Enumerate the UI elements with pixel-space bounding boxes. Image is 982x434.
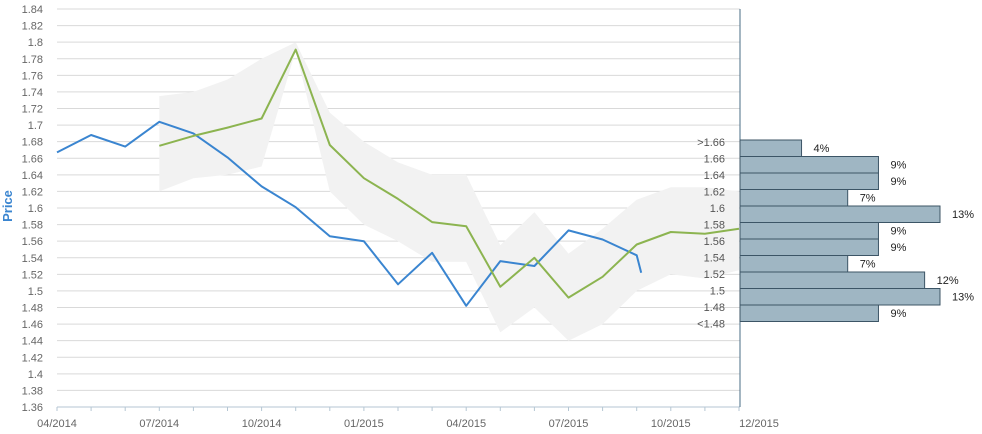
y-tick-label: 1.7 (28, 120, 43, 132)
series-line-1 (56, 120, 643, 307)
histogram-bar (739, 189, 849, 207)
histogram-bar (739, 156, 879, 174)
histogram-percent-label: 9% (890, 176, 906, 188)
x-tick-label: 10/2015 (651, 418, 691, 430)
histogram-bin-label: <1.48 (697, 319, 725, 331)
histogram-bin-label: 1.64 (704, 170, 725, 182)
y-tick-label: 1.74 (22, 87, 43, 99)
y-tick-label: 1.48 (22, 303, 43, 315)
series-layer (56, 48, 740, 307)
histogram-percent-label: 12% (937, 275, 959, 287)
y-tick-label: 1.36 (22, 402, 43, 414)
histogram-layer: >1.66 1.66 1.64 1.62 1.6 1.58 1.56 1.54 1.52 1.5 1… (697, 137, 974, 331)
x-tick-label: 10/2014 (242, 418, 282, 430)
histogram-bar (739, 288, 941, 306)
histogram-bin-label: 1.58 (704, 220, 725, 232)
histogram-bin-label: 1.6 (710, 203, 725, 215)
y-axis-label: Price (0, 190, 15, 222)
histogram-bar (739, 139, 803, 157)
x-tick-label: 12/2015 (739, 418, 779, 430)
x-tick-label: 07/2015 (549, 418, 589, 430)
y-tick-label: 1.84 (22, 4, 43, 16)
forecast-band-layer (159, 42, 740, 341)
y-tick-label: 1.52 (22, 269, 43, 281)
y-tick-label: 1.8 (28, 37, 43, 49)
histogram-percent-label: 9% (890, 308, 906, 320)
y-tick-label: 1.72 (22, 104, 43, 116)
histogram-bar (739, 238, 879, 256)
y-tick-label: 1.46 (22, 319, 43, 331)
histogram-bar (739, 304, 879, 322)
y-tick-label: 1.76 (22, 70, 43, 82)
histogram-percent-label: 4% (814, 143, 830, 155)
histogram-bin-label: 1.66 (704, 154, 725, 166)
histogram-bin-label: 1.56 (704, 236, 725, 248)
histogram-bin-label: >1.66 (697, 137, 725, 149)
histogram-percent-label: 13% (952, 209, 974, 221)
y-tick-label: 1.56 (22, 236, 43, 248)
histogram-bar (739, 271, 926, 289)
histogram-percent-label: 9% (890, 160, 906, 172)
histogram-percent-label: 9% (890, 226, 906, 238)
y-tick-label: 1.44 (22, 336, 43, 348)
axis-layer: 1.84 1.82 1.8 1.78 1.76 1.74 1.72 1.7 1.68 1.66 1.… (22, 4, 779, 430)
y-tick-label: 1.42 (22, 352, 43, 364)
x-tick-label: 01/2015 (344, 418, 384, 430)
histogram-bin-label: 1.54 (704, 253, 725, 265)
y-tick-label: 1.38 (22, 385, 43, 397)
y-tick-label: 1.54 (22, 253, 43, 265)
histogram-percent-label: 7% (860, 259, 876, 271)
x-tick-label: 04/2014 (37, 418, 77, 430)
y-tick-label: 1.66 (22, 153, 43, 165)
y-tick-label: 1.82 (22, 21, 43, 33)
histogram-bar (739, 205, 941, 223)
x-tick-label: 04/2015 (446, 418, 486, 430)
y-tick-label: 1.68 (22, 137, 43, 149)
y-tick-label: 1.64 (22, 170, 43, 182)
histogram-bin-label: 1.52 (704, 269, 725, 281)
histogram-bar (739, 172, 879, 190)
histogram-percent-label: 7% (860, 193, 876, 205)
y-tick-label: 1.58 (22, 220, 43, 232)
histogram-percent-label: 13% (952, 292, 974, 304)
forecast-band (159, 42, 740, 341)
histogram-bar (739, 222, 879, 240)
series-line-2 (159, 48, 740, 299)
histogram-bin-label: 1.5 (710, 286, 725, 298)
histogram-percent-label: 9% (890, 242, 906, 254)
y-tick-label: 1.4 (28, 369, 43, 381)
histogram-bar (739, 255, 849, 273)
histogram-bin-label: 1.62 (704, 187, 725, 199)
y-tick-label: 1.62 (22, 186, 43, 198)
y-tick-label: 1.78 (22, 54, 43, 66)
y-tick-label: 1.6 (28, 203, 43, 215)
x-tick-label: 07/2014 (139, 418, 179, 430)
y-tick-label: 1.5 (28, 286, 43, 298)
histogram-bin-label: 1.48 (704, 302, 725, 314)
